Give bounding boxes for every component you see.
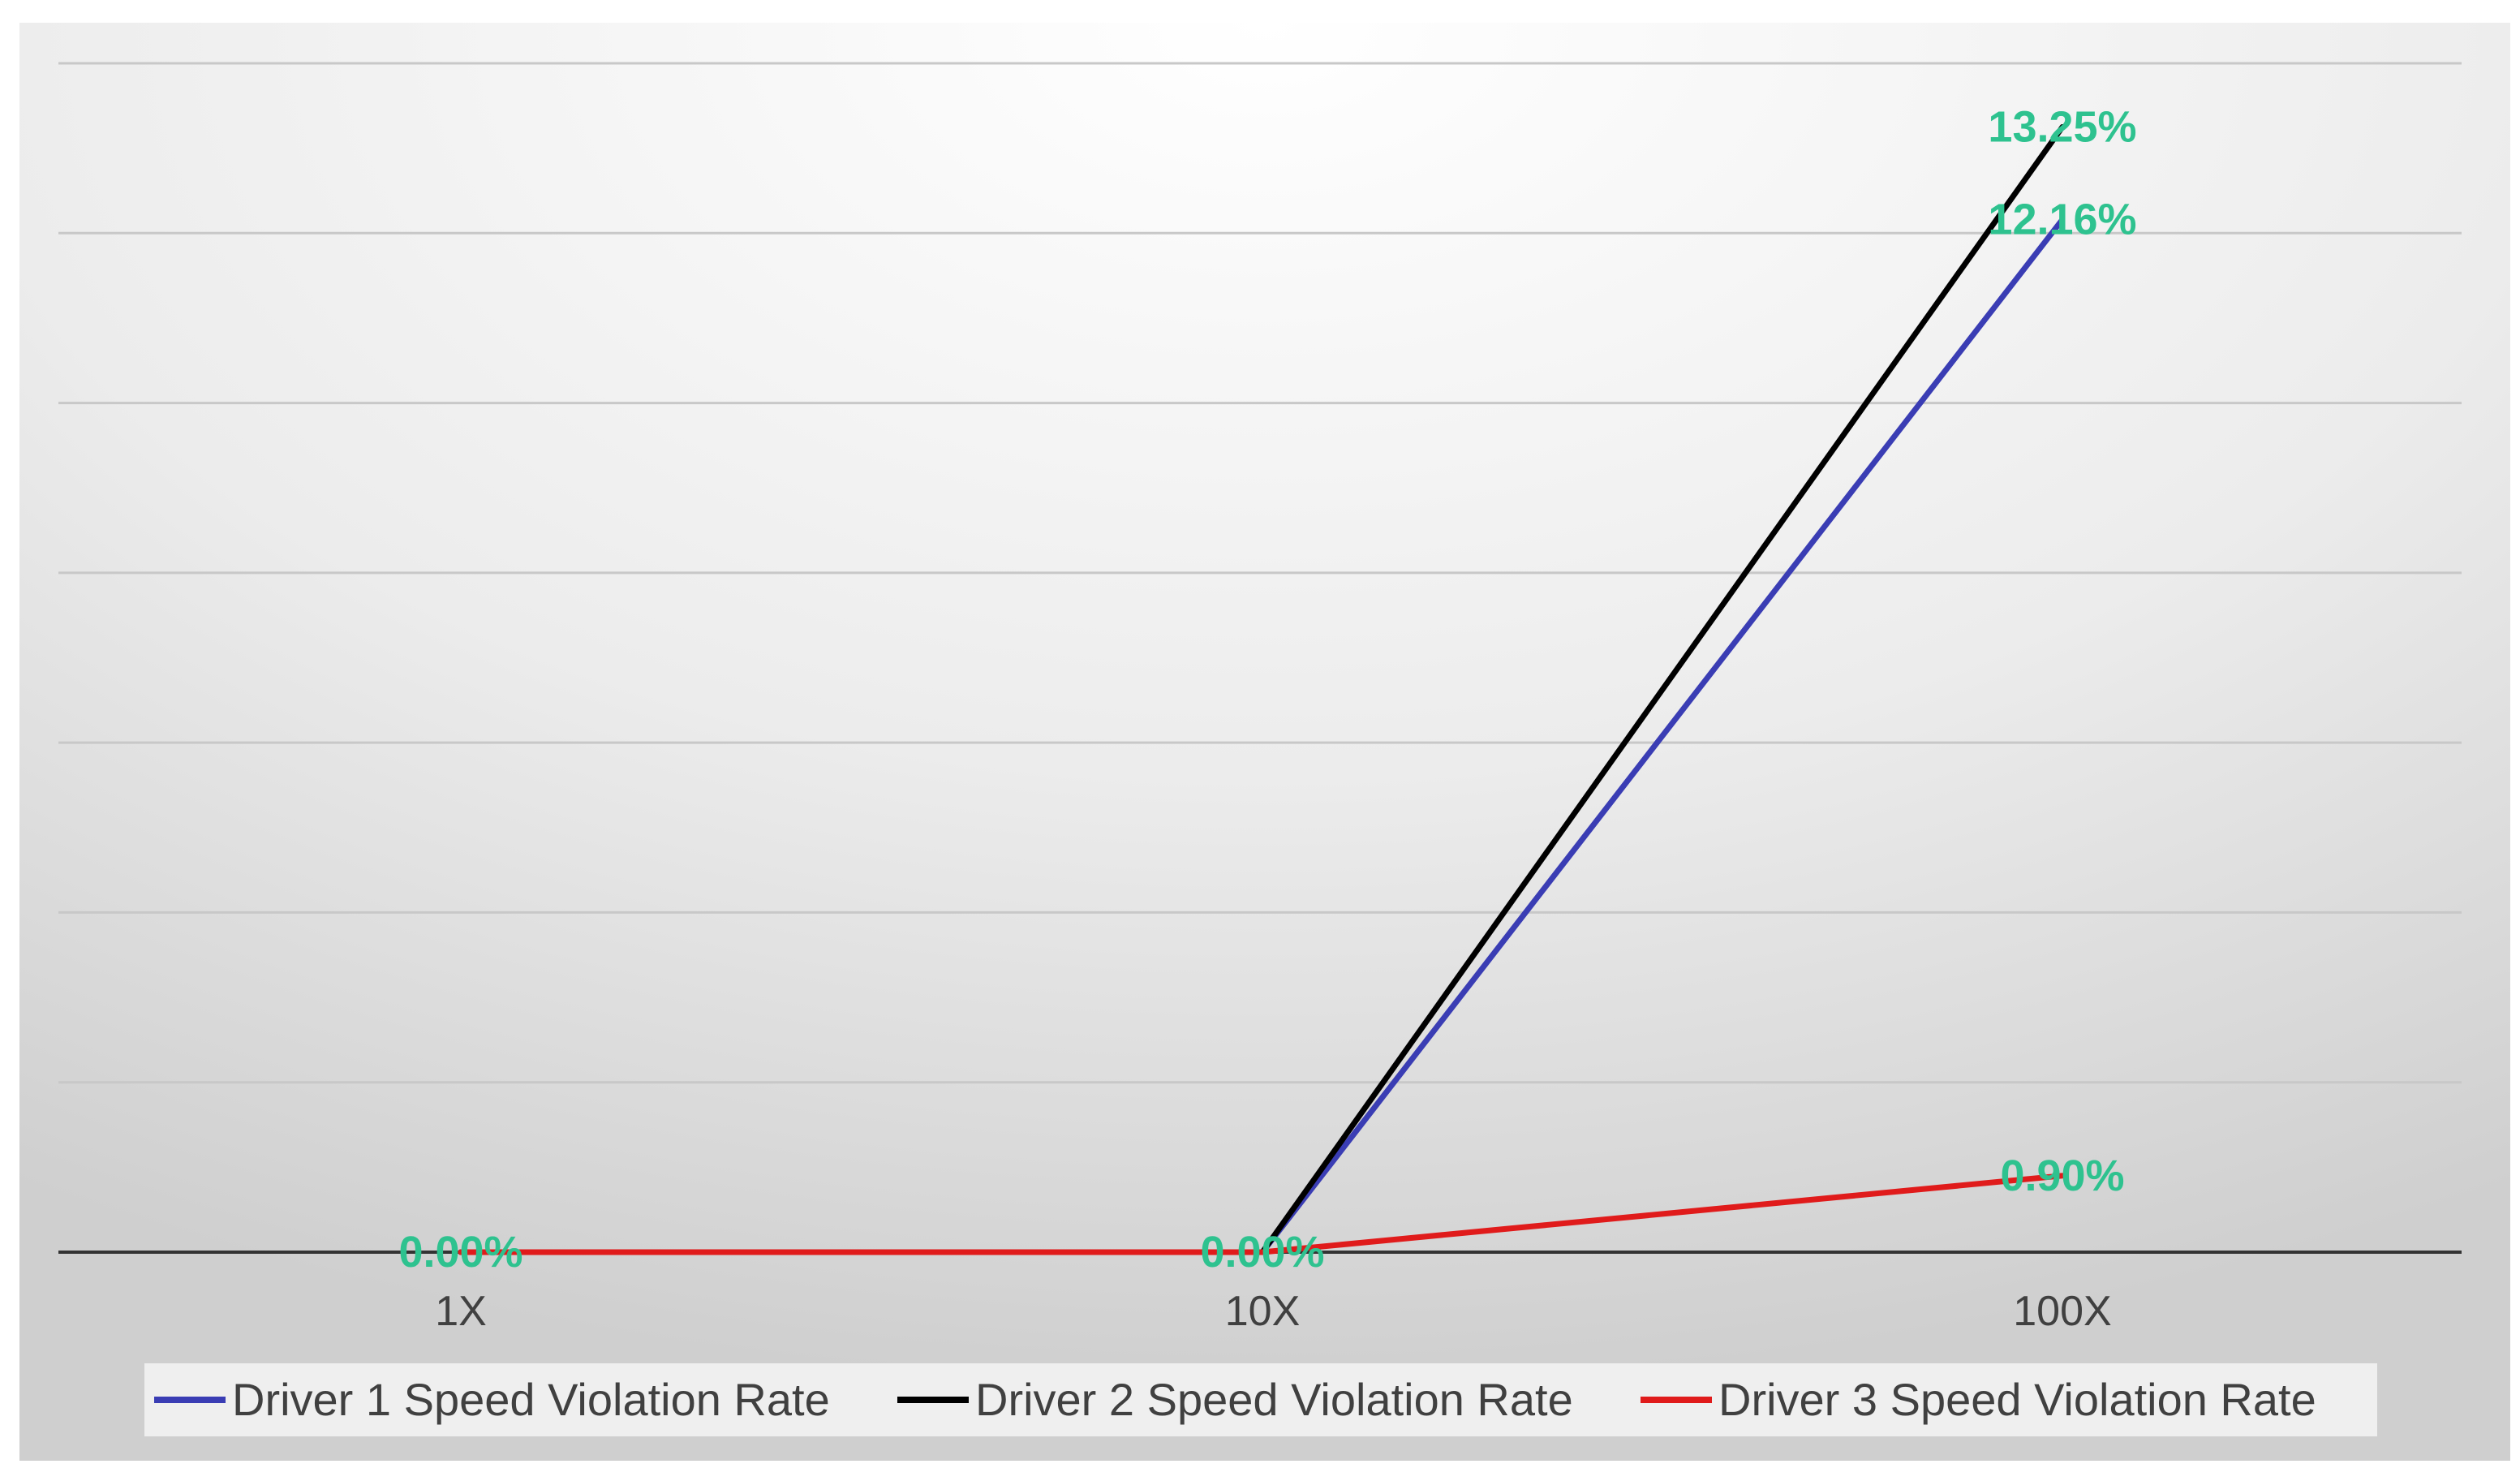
- legend-box: [144, 1363, 2377, 1436]
- data-label: 0.00%: [1200, 1228, 1324, 1277]
- x-tick-label: 10X: [1225, 1288, 1301, 1335]
- data-label: 12.16%: [1988, 196, 2136, 244]
- data-label: 13.25%: [1988, 102, 2136, 151]
- legend-label-driver-3: Driver 3 Speed Violation Rate: [1718, 1374, 2316, 1425]
- data-label: 0.00%: [398, 1228, 522, 1277]
- legend-label-driver-1: Driver 1 Speed Violation Rate: [232, 1374, 830, 1425]
- legend-label-driver-2: Driver 2 Speed Violation Rate: [975, 1374, 1573, 1425]
- x-tick-label: 100X: [2013, 1288, 2111, 1335]
- x-tick-label: 1X: [435, 1288, 487, 1335]
- data-label: 0.90%: [2000, 1152, 2124, 1200]
- series-line-driver-3: [458, 1173, 2066, 1255]
